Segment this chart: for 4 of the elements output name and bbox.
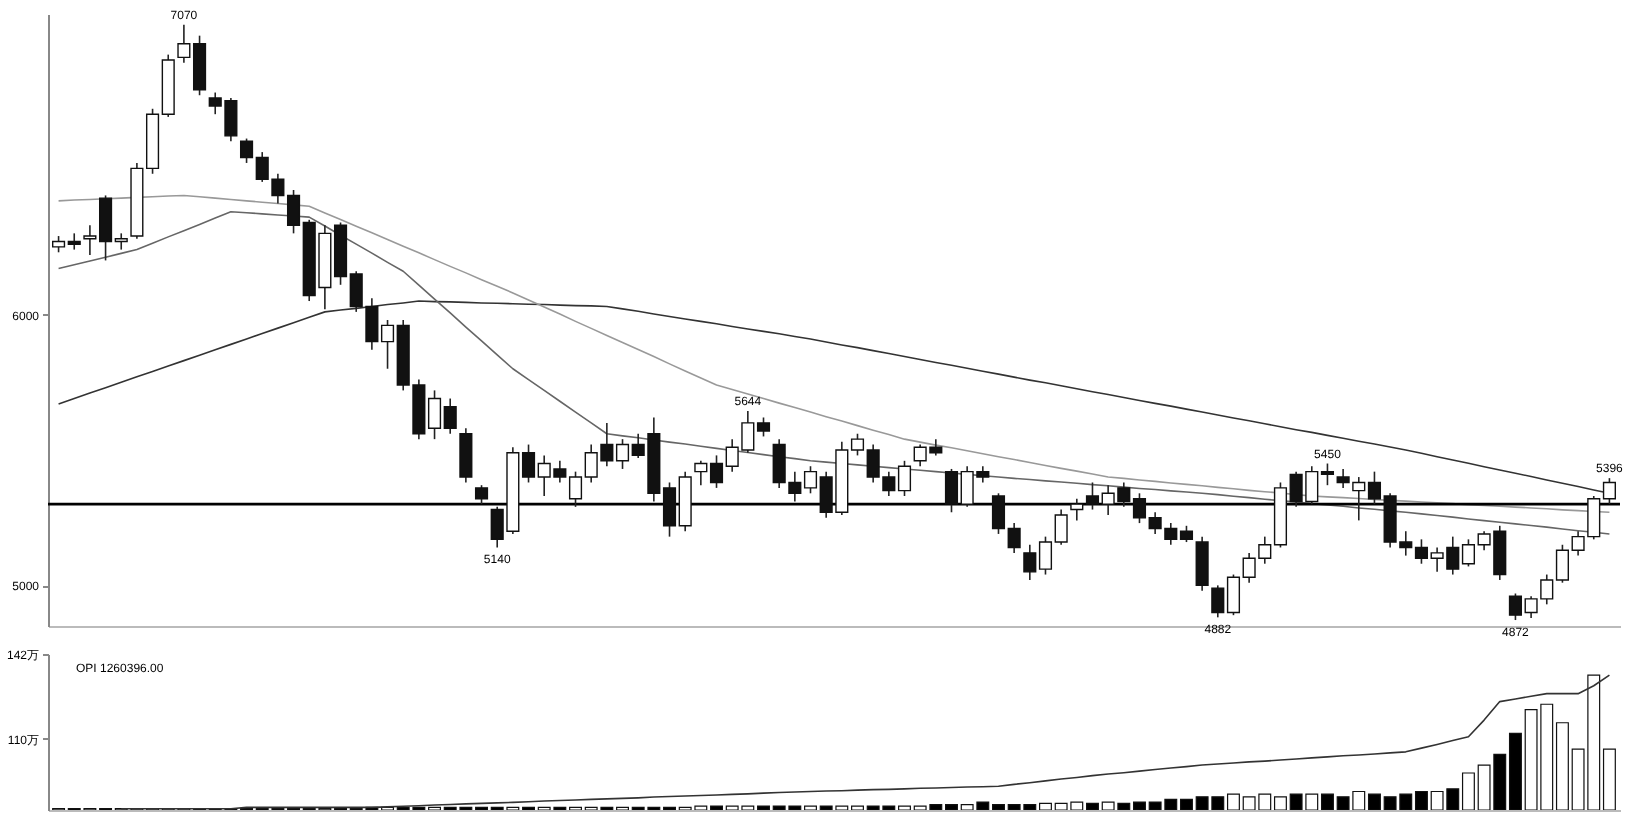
candlestick	[474, 484, 489, 505]
candlestick	[459, 427, 473, 484]
candlestick	[1195, 535, 1209, 592]
line-series	[120, 674, 1611, 810]
